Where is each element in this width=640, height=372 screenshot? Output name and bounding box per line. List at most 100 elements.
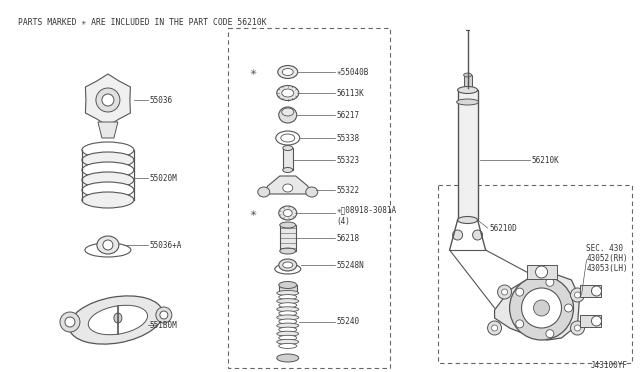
Ellipse shape [275, 264, 301, 274]
Ellipse shape [258, 187, 270, 197]
Circle shape [591, 286, 602, 296]
Ellipse shape [458, 217, 477, 224]
Circle shape [492, 325, 497, 331]
Bar [283, 148, 292, 170]
Ellipse shape [82, 142, 134, 158]
Ellipse shape [279, 311, 297, 316]
Bar [279, 285, 297, 293]
Text: 56113K: 56113K [337, 89, 364, 97]
Bar [438, 185, 632, 363]
Ellipse shape [279, 206, 297, 220]
Text: 55323: 55323 [337, 155, 360, 164]
Ellipse shape [276, 339, 299, 344]
Ellipse shape [279, 335, 297, 340]
Ellipse shape [97, 236, 119, 254]
Bar [280, 225, 296, 251]
Bar [527, 265, 557, 279]
Ellipse shape [276, 291, 299, 295]
Circle shape [452, 230, 463, 240]
Circle shape [546, 330, 554, 338]
Ellipse shape [456, 99, 479, 105]
Circle shape [575, 325, 580, 331]
Ellipse shape [463, 73, 472, 77]
Ellipse shape [279, 319, 297, 324]
Ellipse shape [279, 327, 297, 332]
Ellipse shape [103, 240, 113, 250]
Circle shape [60, 312, 80, 332]
Polygon shape [98, 122, 118, 138]
Ellipse shape [284, 209, 292, 217]
Polygon shape [264, 176, 312, 194]
Circle shape [102, 94, 114, 106]
Ellipse shape [276, 307, 299, 312]
Ellipse shape [276, 299, 299, 304]
Text: ✳: ✳ [250, 208, 256, 218]
Ellipse shape [306, 187, 317, 197]
Ellipse shape [82, 182, 134, 198]
Circle shape [534, 300, 550, 316]
Text: 55338: 55338 [337, 134, 360, 142]
Text: 55036: 55036 [150, 96, 173, 105]
Circle shape [156, 307, 172, 323]
Bar [228, 28, 390, 368]
Circle shape [570, 288, 584, 302]
Text: 56210K: 56210K [532, 155, 559, 164]
Text: 43053(LH): 43053(LH) [586, 263, 628, 273]
Polygon shape [85, 74, 131, 126]
Ellipse shape [279, 343, 297, 349]
Circle shape [575, 292, 580, 298]
Text: 55322: 55322 [337, 186, 360, 195]
Circle shape [522, 288, 561, 328]
Polygon shape [495, 275, 579, 340]
Circle shape [516, 320, 524, 328]
Text: 56217: 56217 [337, 110, 360, 119]
Ellipse shape [276, 86, 299, 100]
Ellipse shape [283, 184, 292, 192]
Ellipse shape [69, 296, 163, 344]
Text: 43052(RH): 43052(RH) [586, 253, 628, 263]
Circle shape [497, 285, 511, 299]
Ellipse shape [276, 354, 299, 362]
Circle shape [591, 316, 602, 326]
Text: ✳ⓝ08918-3081A: ✳ⓝ08918-3081A [337, 205, 397, 215]
Text: 56218: 56218 [337, 234, 360, 243]
Circle shape [536, 266, 548, 278]
Bar [458, 90, 477, 220]
Text: SEC. 430: SEC. 430 [586, 244, 623, 253]
Ellipse shape [276, 315, 299, 320]
Ellipse shape [82, 172, 134, 188]
Ellipse shape [276, 323, 299, 328]
Text: 55248N: 55248N [337, 260, 364, 269]
Ellipse shape [279, 295, 297, 299]
Bar [579, 315, 602, 327]
Circle shape [516, 288, 524, 296]
Ellipse shape [458, 87, 477, 93]
Circle shape [472, 230, 483, 240]
Ellipse shape [282, 68, 293, 76]
Circle shape [570, 321, 584, 335]
Ellipse shape [82, 162, 134, 178]
Circle shape [564, 304, 573, 312]
Ellipse shape [283, 167, 292, 173]
Ellipse shape [88, 305, 147, 335]
Ellipse shape [278, 65, 298, 78]
Text: PARTS MARKED ✳ ARE INCLUDED IN THE PART CODE 56210K: PARTS MARKED ✳ ARE INCLUDED IN THE PART … [18, 17, 267, 26]
Ellipse shape [279, 107, 297, 123]
Circle shape [509, 276, 573, 340]
Ellipse shape [276, 331, 299, 336]
Ellipse shape [114, 313, 122, 323]
Circle shape [488, 321, 502, 335]
Ellipse shape [276, 131, 300, 145]
Text: 55240: 55240 [337, 317, 360, 326]
Text: J43100YF: J43100YF [591, 360, 627, 369]
Ellipse shape [82, 192, 134, 208]
Circle shape [502, 289, 508, 295]
Text: 551B0M: 551B0M [150, 321, 178, 330]
Text: 55036+A: 55036+A [150, 241, 182, 250]
Text: ✳: ✳ [250, 67, 256, 77]
Text: (4): (4) [337, 217, 351, 225]
Ellipse shape [463, 87, 472, 91]
Ellipse shape [279, 282, 297, 289]
Ellipse shape [282, 108, 294, 116]
Ellipse shape [282, 89, 294, 97]
